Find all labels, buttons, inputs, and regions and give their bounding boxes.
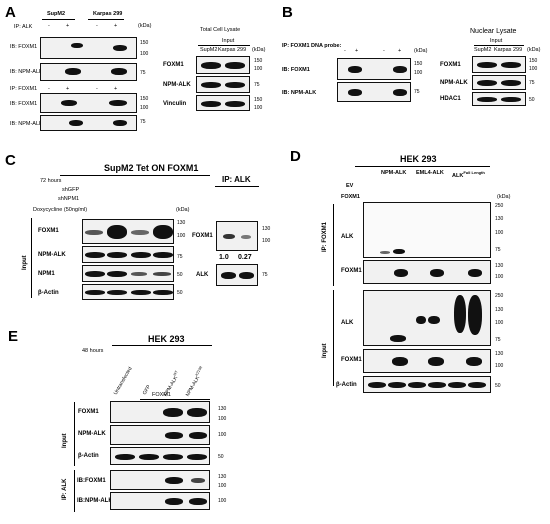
blot-a-npm-alk-2 [40,115,137,131]
blot-c-foxm1 [82,219,174,244]
blot-b-nuclear-foxm1 [472,56,526,73]
supm2-header: SupM2 [47,11,66,17]
karpas-header: Karpas 299 [93,11,123,17]
blot-e-ip-foxm1 [110,470,210,490]
blot-e-ip-npm-alk [110,492,210,510]
ip-probe-label: IP: FOXM1 DNA probe: [282,43,342,49]
ratio-1: 1.0 [219,254,229,261]
b-ib-foxm1-label: IB: FOXM1 [282,67,310,73]
blot-d-ip-foxm1 [363,260,491,284]
ib-npm-alk-label-2: IB: NPM-ALK [10,121,43,127]
blot-b-nuclear-npm-alk [472,75,526,90]
panel-c-label: C [5,152,16,169]
blot-a-foxm1-2 [40,93,137,113]
alk-full-length: ALKFull Length [452,170,485,179]
ib-foxm1-label-2: IB: FOXM1 [10,101,38,107]
panel-e-label: E [8,328,19,345]
panel-e-title: HEK 293 [148,334,185,344]
blot-c-ip-alk [216,264,258,286]
blot-e-bactin [110,447,210,465]
b-ib-npm-alk-label: IB: NPM-ALK [282,90,317,96]
ratio-2: 0.27 [238,254,252,261]
blot-d-ip-alk [363,202,491,258]
c-ip-alk-title: IP: ALK [222,175,251,184]
blot-c-ip-foxm1 [216,221,258,251]
blot-a-lysate-foxm1 [196,56,250,74]
panel-c-title: SupM2 Tet ON FOXM1 [104,163,199,173]
blot-b-npm-alk [337,82,411,102]
panel-d-title: HEK 293 [400,154,437,164]
ip-alk-label: IP: ALK [14,24,33,30]
ib-npm-alk-label: IB: NPM-ALK [10,69,43,75]
blot-a-npm-alk [40,63,137,81]
nuclear-lysate-title: Nuclear Lysate [470,28,517,35]
ib-foxm1-label: IB: FOXM1 [10,44,38,50]
blot-b-nuclear-hdac1 [472,92,526,106]
blot-c-bactin [82,284,174,300]
blot-a-foxm1 [40,37,137,59]
blot-c-npm-alk [82,246,174,263]
blot-e-foxm1 [110,401,210,423]
blot-d-input-foxm1 [363,349,491,373]
blot-d-input-alk [363,290,491,346]
blot-c-npm1 [82,265,174,282]
blot-a-lysate-vinculin [196,95,250,111]
panel-d-label: D [290,148,301,165]
blot-e-npm-alk [110,425,210,445]
panel-b-label: B [282,4,293,21]
panel-a-label: A [5,4,16,21]
blot-a-lysate-npm-alk [196,76,250,93]
blot-b-foxm1 [337,58,411,80]
blot-d-bactin [363,376,491,393]
total-lysate-title: Total Cell Lysate [200,27,241,33]
ip-foxm1-label: IP: FOXM1 [10,86,38,92]
